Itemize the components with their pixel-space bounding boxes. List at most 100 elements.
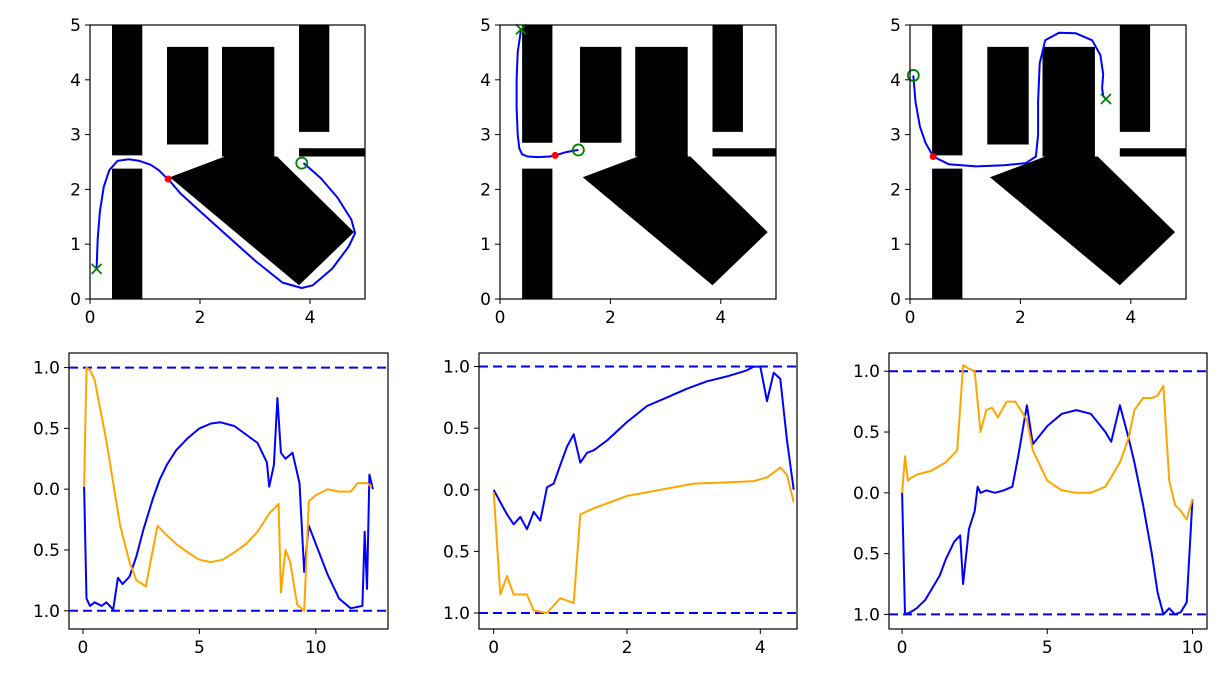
series-line-0 xyxy=(83,397,374,611)
y-tick-label: 0.5 xyxy=(853,423,880,443)
y-tick-label: 5 xyxy=(890,16,901,36)
obstacle-5 xyxy=(712,148,776,157)
obstacle-5 xyxy=(1119,148,1186,157)
series-line-1 xyxy=(492,466,795,614)
obstacle-5 xyxy=(299,148,365,157)
x-tick-label: 0 xyxy=(495,308,506,328)
y-tick-label: 3 xyxy=(890,126,901,146)
y-tick-label: 4 xyxy=(70,71,81,91)
plot-area xyxy=(95,25,365,299)
y-tick-label: 3 xyxy=(480,126,491,146)
series-line-1 xyxy=(901,364,1194,521)
plot-area xyxy=(889,364,1207,616)
y-tick-label: 1 xyxy=(70,235,81,255)
obstacle-4 xyxy=(712,25,743,132)
y-tick-label: 5 xyxy=(480,16,491,36)
series-line-0 xyxy=(901,404,1194,616)
obstacle-1 xyxy=(522,168,553,299)
y-tick-label: 0.0 xyxy=(33,480,60,500)
obstacle-3 xyxy=(1042,46,1095,157)
obstacle-2 xyxy=(580,46,622,143)
start-marker xyxy=(90,263,103,275)
goal-marker xyxy=(571,143,585,157)
x-tick-label: 2 xyxy=(622,638,633,658)
obstacle-1 xyxy=(932,168,963,299)
start-marker xyxy=(515,23,527,36)
y-tick-label: 0.0 xyxy=(443,481,470,501)
panel-top-right: 0 2 4 0 1 2 3 4 5 xyxy=(890,16,1187,328)
obstacle-6 xyxy=(990,156,1175,286)
obstacle-0 xyxy=(522,25,553,143)
obstacle-3 xyxy=(635,46,688,157)
plot-area xyxy=(479,365,797,614)
panel-bottom-left: 0 5 10 1.0 0.5 0.0 0.5 1.0 xyxy=(33,352,389,658)
y-tick-label: 0.5 xyxy=(443,542,470,562)
y-tick-label: 3 xyxy=(70,126,81,146)
y-tick-label: 1.0 xyxy=(33,602,60,622)
x-tick-label: 10 xyxy=(1182,638,1204,658)
obstacle-0 xyxy=(112,25,143,156)
obstacle-2 xyxy=(167,46,209,145)
waypoint-marker xyxy=(929,153,937,161)
panel-bottom-right: 0 5 10 1.0 0.5 0.0 0.5 1.0 xyxy=(853,352,1208,658)
axes-frame xyxy=(909,24,1187,300)
y-tick-label: 0 xyxy=(890,290,901,310)
start-marker-stroke-b xyxy=(1100,93,1112,105)
x-tick-label: 4 xyxy=(755,638,766,658)
start-marker xyxy=(1100,93,1112,105)
y-tick-label: 2 xyxy=(890,180,901,200)
axes-frame xyxy=(68,352,389,630)
trajectory-path xyxy=(912,31,1107,168)
y-tick-label: 0.0 xyxy=(853,484,880,504)
x-tick-label: 2 xyxy=(1015,308,1026,328)
plot-area xyxy=(515,25,776,299)
axes-frame xyxy=(89,24,366,300)
y-tick-label: 2 xyxy=(480,180,491,200)
x-tick-label: 0 xyxy=(85,308,96,328)
y-tick-label: 1.0 xyxy=(443,358,470,378)
y-tick-label: 1.0 xyxy=(853,362,880,382)
y-tick-label: 1.0 xyxy=(853,605,880,625)
panel-bottom-middle: 0 2 4 1.0 0.5 0.0 0.5 1.0 xyxy=(443,352,798,658)
obstacle-2 xyxy=(987,46,1029,145)
y-tick-label: 0.5 xyxy=(33,541,60,561)
obstacle-6 xyxy=(582,156,768,286)
obstacle-4 xyxy=(1119,25,1151,132)
waypoint-marker xyxy=(164,175,172,183)
y-tick-label: 0 xyxy=(480,290,491,310)
x-tick-label: 0 xyxy=(897,638,908,658)
y-tick-label: 0.5 xyxy=(33,419,60,439)
x-tick-label: 5 xyxy=(194,638,205,658)
trajectory-path xyxy=(95,158,357,289)
x-tick-label: 10 xyxy=(305,638,327,658)
y-tick-label: 1 xyxy=(890,235,901,255)
start-marker-stroke-b xyxy=(515,23,527,36)
series-line-1 xyxy=(83,366,373,612)
x-tick-label: 5 xyxy=(1042,638,1053,658)
obstacle-0 xyxy=(932,25,963,156)
y-tick-label: 1 xyxy=(480,235,491,255)
x-tick-label: 0 xyxy=(78,638,89,658)
obstacle-3 xyxy=(222,46,275,157)
y-tick-label: 1.0 xyxy=(443,604,470,624)
series-line-0 xyxy=(492,365,795,531)
x-tick-label: 0 xyxy=(905,308,916,328)
waypoint-marker xyxy=(551,151,559,159)
x-tick-label: 2 xyxy=(605,308,616,328)
plot-area xyxy=(912,25,1186,299)
y-tick-label: 4 xyxy=(480,71,491,91)
panel-top-middle: 0 2 4 0 1 2 3 4 5 xyxy=(480,16,777,328)
y-tick-label: 2 xyxy=(70,180,81,200)
goal-marker xyxy=(906,69,920,82)
plot-area xyxy=(69,366,388,612)
obstacle-1 xyxy=(112,168,143,299)
y-tick-label: 0.5 xyxy=(853,545,880,565)
x-tick-label: 4 xyxy=(305,308,316,328)
x-tick-label: 0 xyxy=(488,638,499,658)
panel-top-left: 0 2 4 0 1 2 3 4 5 xyxy=(70,16,366,328)
x-tick-label: 4 xyxy=(715,308,726,328)
obstacle-4 xyxy=(299,25,330,132)
axes-frame xyxy=(478,352,798,630)
goal-marker xyxy=(295,156,309,170)
start-marker-stroke-b xyxy=(90,263,103,275)
